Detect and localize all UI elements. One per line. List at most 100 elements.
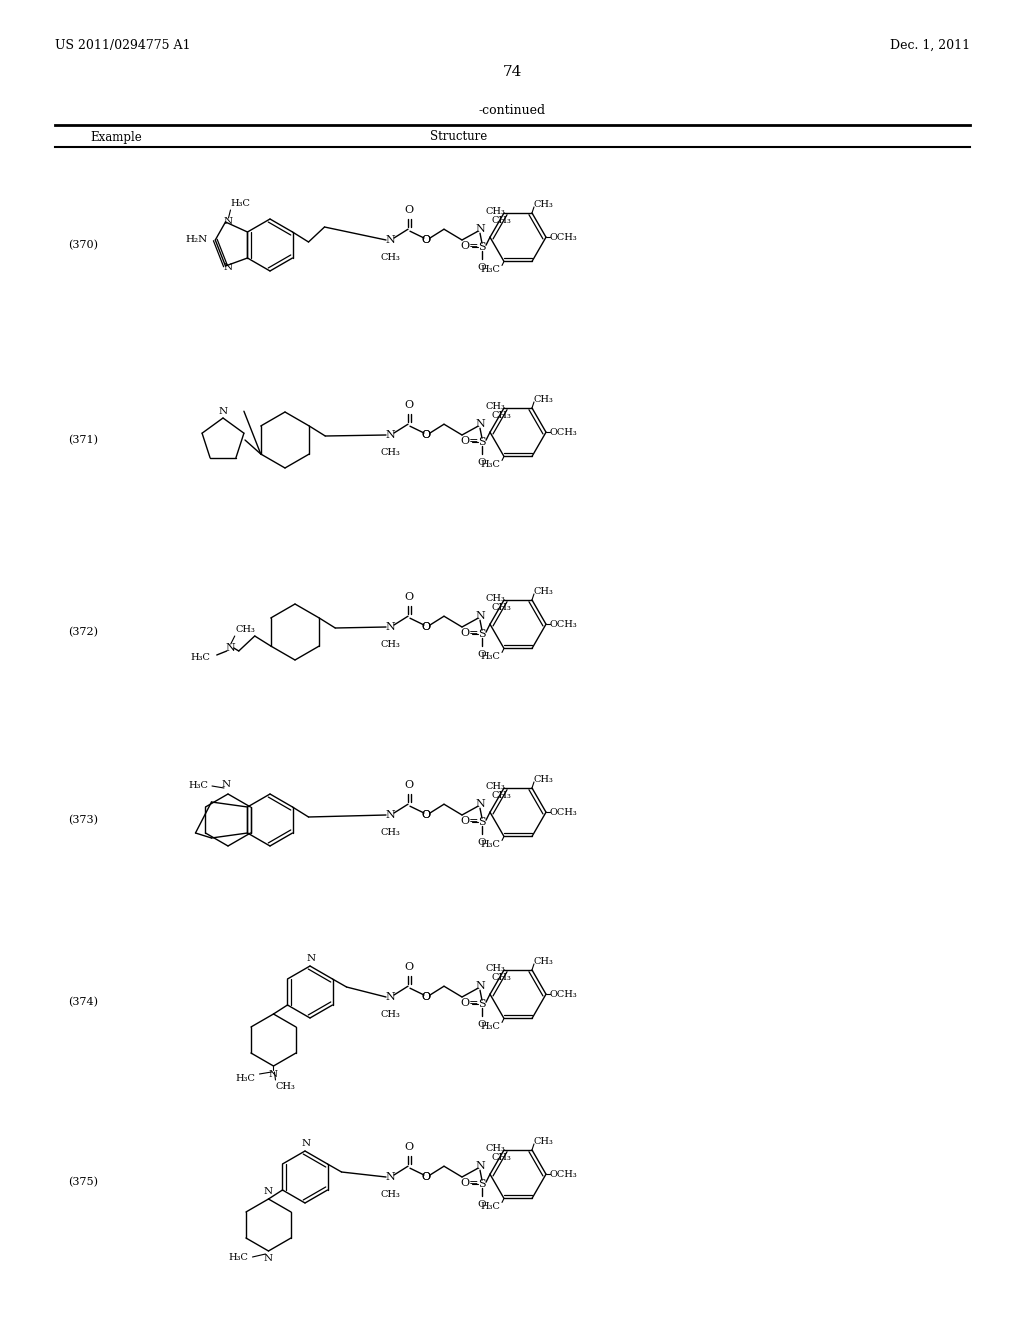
Text: H₃C: H₃C xyxy=(188,781,208,791)
Text: O: O xyxy=(422,810,430,820)
Text: CH₃: CH₃ xyxy=(485,964,505,973)
Text: O: O xyxy=(422,622,430,632)
Text: O: O xyxy=(422,235,430,246)
Text: O: O xyxy=(422,1172,430,1181)
Text: N: N xyxy=(301,1139,310,1148)
Text: CH₃: CH₃ xyxy=(534,775,554,784)
Text: O: O xyxy=(422,810,430,820)
Text: O: O xyxy=(404,1142,414,1152)
Text: N: N xyxy=(385,810,395,820)
Text: O: O xyxy=(422,622,430,632)
Text: Dec. 1, 2011: Dec. 1, 2011 xyxy=(890,38,970,51)
Text: CH₃: CH₃ xyxy=(485,594,505,603)
Text: (372): (372) xyxy=(68,627,98,638)
Text: O=: O= xyxy=(460,1179,478,1188)
Text: O: O xyxy=(404,962,414,973)
Text: N: N xyxy=(475,420,485,429)
Text: O: O xyxy=(404,400,414,411)
Text: O=: O= xyxy=(460,242,478,251)
Text: CH₃: CH₃ xyxy=(485,783,505,791)
Text: (370): (370) xyxy=(68,240,98,251)
Text: N: N xyxy=(221,780,230,789)
Text: S: S xyxy=(478,1179,485,1189)
Text: N: N xyxy=(226,643,236,653)
Text: O=: O= xyxy=(460,628,478,638)
Text: S: S xyxy=(478,437,485,447)
Text: CH₃: CH₃ xyxy=(492,216,512,226)
Text: H₃C: H₃C xyxy=(230,199,250,209)
Text: (374): (374) xyxy=(68,997,98,1007)
Text: N: N xyxy=(385,430,395,440)
Text: OCH₃: OCH₃ xyxy=(550,232,578,242)
Text: OCH₃: OCH₃ xyxy=(550,1170,578,1179)
Text: O=: O= xyxy=(460,816,478,826)
Text: CH₃: CH₃ xyxy=(485,207,505,216)
Text: S: S xyxy=(478,242,485,252)
Text: Example: Example xyxy=(90,131,141,144)
Text: CH₃: CH₃ xyxy=(485,1144,505,1154)
Text: S: S xyxy=(478,630,485,639)
Text: CH₃: CH₃ xyxy=(485,403,505,412)
Text: CH₃: CH₃ xyxy=(534,957,554,966)
Text: CH₃: CH₃ xyxy=(534,587,554,595)
Text: S: S xyxy=(478,817,485,828)
Text: O: O xyxy=(477,651,486,659)
Text: N: N xyxy=(264,1254,273,1263)
Text: H₃C: H₃C xyxy=(228,1253,249,1262)
Text: Structure: Structure xyxy=(430,131,487,144)
Text: OCH₃: OCH₃ xyxy=(550,990,578,999)
Text: N: N xyxy=(306,954,315,964)
Text: OCH₃: OCH₃ xyxy=(550,428,578,437)
Text: CH₃: CH₃ xyxy=(534,199,554,209)
Text: -continued: -continued xyxy=(478,103,546,116)
Text: H₃C: H₃C xyxy=(480,461,500,470)
Text: O: O xyxy=(404,780,414,791)
Text: N: N xyxy=(475,799,485,809)
Text: O: O xyxy=(422,1172,430,1181)
Text: S: S xyxy=(478,999,485,1010)
Text: H₃C: H₃C xyxy=(480,652,500,661)
Text: H₃C: H₃C xyxy=(480,1203,500,1212)
Text: CH₃: CH₃ xyxy=(275,1082,295,1092)
Text: O: O xyxy=(477,458,486,467)
Text: 74: 74 xyxy=(503,65,521,79)
Text: O: O xyxy=(477,1020,486,1030)
Text: N: N xyxy=(475,1162,485,1171)
Text: O: O xyxy=(477,838,486,847)
Text: O=: O= xyxy=(460,436,478,446)
Text: (371): (371) xyxy=(68,434,98,445)
Text: H₃C: H₃C xyxy=(480,841,500,850)
Text: O: O xyxy=(404,593,414,602)
Text: O: O xyxy=(422,993,430,1002)
Text: CH₃: CH₃ xyxy=(492,1154,512,1162)
Text: N: N xyxy=(475,224,485,234)
Text: O: O xyxy=(477,263,486,272)
Text: H₃C: H₃C xyxy=(480,265,500,275)
Text: CH₃: CH₃ xyxy=(492,412,512,420)
Text: H₃C: H₃C xyxy=(480,1023,500,1031)
Text: O: O xyxy=(477,1200,486,1209)
Text: N: N xyxy=(385,993,395,1002)
Text: O: O xyxy=(422,993,430,1002)
Text: N: N xyxy=(264,1187,273,1196)
Text: O=: O= xyxy=(460,998,478,1008)
Text: CH₃: CH₃ xyxy=(380,828,400,837)
Text: O: O xyxy=(422,430,430,440)
Text: CH₃: CH₃ xyxy=(534,395,554,404)
Text: N: N xyxy=(224,216,233,226)
Text: N: N xyxy=(475,981,485,991)
Text: N: N xyxy=(385,622,395,632)
Text: US 2011/0294775 A1: US 2011/0294775 A1 xyxy=(55,38,190,51)
Text: H₃C: H₃C xyxy=(190,653,211,663)
Text: (373): (373) xyxy=(68,814,98,825)
Text: CH₃: CH₃ xyxy=(492,791,512,800)
Text: H₂N: H₂N xyxy=(185,235,207,244)
Text: N: N xyxy=(385,235,395,246)
Text: (375): (375) xyxy=(68,1177,98,1187)
Text: CH₃: CH₃ xyxy=(380,1010,400,1019)
Text: O: O xyxy=(422,430,430,440)
Text: CH₃: CH₃ xyxy=(492,603,512,612)
Text: O: O xyxy=(422,235,430,246)
Text: CH₃: CH₃ xyxy=(534,1137,554,1146)
Text: N: N xyxy=(385,1172,395,1181)
